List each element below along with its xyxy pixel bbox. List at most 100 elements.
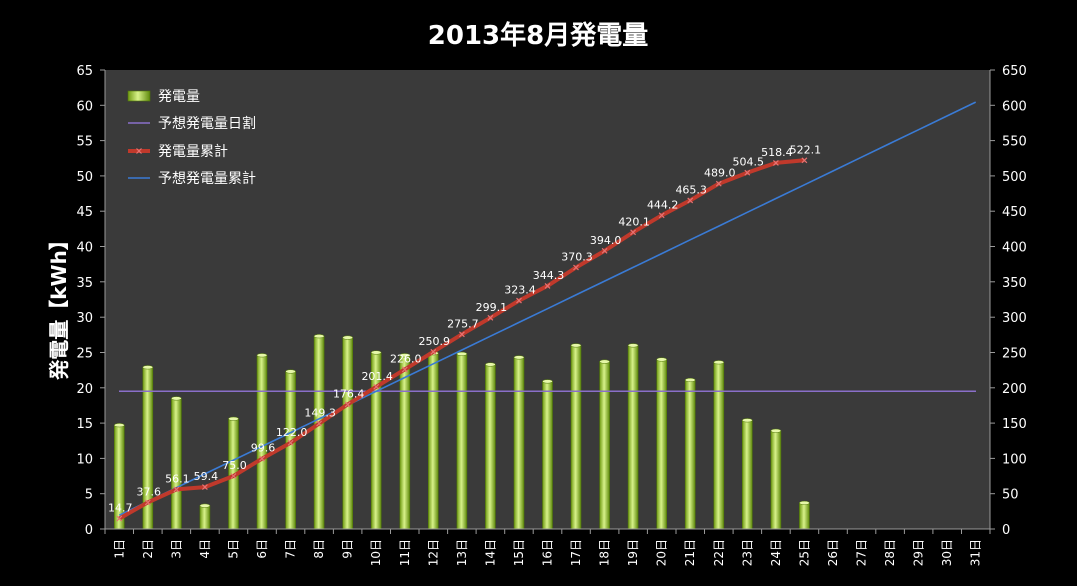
bar-cap-day-5 [228,416,239,421]
bar-cap-day-6 [256,353,268,358]
bar-cap-day-22 [713,360,725,365]
data-label-day-22: 489.0 [704,167,736,180]
x-tick-label: 14日 [483,539,497,566]
data-label-day-8: 149.3 [304,407,336,420]
data-label-day-25: 522.1 [790,143,822,156]
cumulative-marker-day-4 [201,484,208,491]
y-tick-label: 50 [76,170,93,185]
cumulative-marker-day-6 [259,455,265,462]
y-tick-label: 5 [85,488,93,503]
data-label-day-11: 226.0 [390,352,422,365]
y2-tick-label: 400 [1002,241,1027,256]
x-tick-label: 11日 [398,539,412,566]
bar-day-23 [741,419,753,530]
cumulative-marker-day-3 [173,486,180,493]
bar-cap-day-20 [656,357,667,362]
x-tick-label: 23日 [740,539,754,566]
legend-marker-cumulative [136,148,142,154]
bar-day-25 [799,502,810,530]
cumulative-marker-day-25 [801,157,808,164]
data-label-day-21: 465.3 [675,183,707,196]
chart-title: 2013年8月発電量 [428,20,648,51]
bar-day-20 [656,359,668,530]
x-tick-label: 20日 [655,539,669,566]
line-series [116,101,977,522]
data-label-day-1: 14.7 [108,502,133,515]
bar-cap-day-21 [684,377,696,383]
y2-tick-label: 50 [1002,488,1019,503]
bar-cap-day-19 [627,343,639,348]
cumulative-marker-day-11 [401,366,408,373]
x-tick-label: 17日 [569,539,583,566]
data-label-day-17: 370.3 [561,251,593,264]
x-tick-label: 9日 [341,539,355,559]
bar-cap-day-13 [456,351,468,356]
x-tick-label: 26日 [826,539,840,566]
data-label-day-24: 518.4 [761,146,793,159]
data-label-day-2: 37.6 [137,485,162,498]
axes: 0510152025303540455055606505010015020025… [76,64,1026,566]
y-tick-label: 65 [76,64,93,79]
bar-cap-day-11 [399,353,411,358]
cumulative-marker-day-10 [373,383,380,390]
x-tick-label: 8日 [312,539,326,559]
cumulative-marker-day-17 [573,264,579,271]
y2-tick-label: 200 [1002,382,1027,397]
cumulative-marker-day-8 [316,420,323,427]
legend-swatch-bar [127,90,151,102]
x-tick-label: 21日 [683,539,697,566]
bar-cap-day-23 [742,418,753,423]
data-label-day-15: 323.4 [504,284,536,297]
x-tick-label: 29日 [912,539,926,566]
bar-cap-day-3 [171,396,182,401]
data-label-day-9: 176.4 [333,387,365,400]
legend-label-forecast-cumulative: 予想発電量累計 [158,171,256,187]
bar-day-3 [171,398,182,530]
bar-cap-day-8 [313,334,325,339]
bar-cap-day-18 [599,359,610,364]
cumulative-marker-day-13 [458,331,465,338]
cumulative-marker-day-23 [744,169,751,176]
bar-day-9 [342,337,354,530]
bar-day-4 [199,505,211,530]
y2-tick-label: 100 [1002,452,1027,467]
x-tick-label: 28日 [883,539,897,566]
x-tick-label: 7日 [284,539,298,559]
cumulative-marker-day-5 [230,473,237,479]
bar-day-21 [684,379,696,530]
cumulative-marker-day-18 [601,247,608,254]
bar-day-16 [542,381,553,530]
y-tick-label: 40 [76,241,93,256]
cumulative-marker-day-14 [487,314,494,321]
bar-day-17 [570,345,582,530]
bar-cap-day-16 [542,379,553,384]
y-tick-label: 20 [76,382,93,397]
bar-cap-day-7 [285,369,296,374]
cumulative-marker-day-16 [544,282,551,289]
bar-cap-day-14 [485,362,496,367]
legend-label-daily: 予想発電量日割 [158,115,256,132]
y-tick-label: 25 [76,347,93,362]
bar-day-24 [770,430,782,530]
cumulative-marker-day-12 [430,348,437,355]
data-label-day-20: 444.2 [647,198,679,211]
y2-tick-label: 650 [1002,64,1027,79]
data-label-day-19: 420.1 [618,215,650,228]
cumulative-marker-day-21 [687,197,694,204]
y-tick-label: 35 [76,276,93,291]
bar-day-22 [713,361,725,530]
x-tick-label: 24日 [769,539,783,566]
y2-tick-label: 150 [1002,417,1027,432]
cumulative-marker-day-15 [516,297,522,304]
x-tick-label: 18日 [598,539,612,566]
x-tick-label: 22日 [712,539,726,566]
y2-tick-label: 0 [1002,523,1010,538]
x-tick-label: 31日 [969,539,983,566]
y-tick-label: 55 [76,135,93,150]
x-tick-label: 13日 [455,539,469,566]
bar-day-19 [627,345,639,530]
data-label-day-5: 75.0 [222,459,247,472]
